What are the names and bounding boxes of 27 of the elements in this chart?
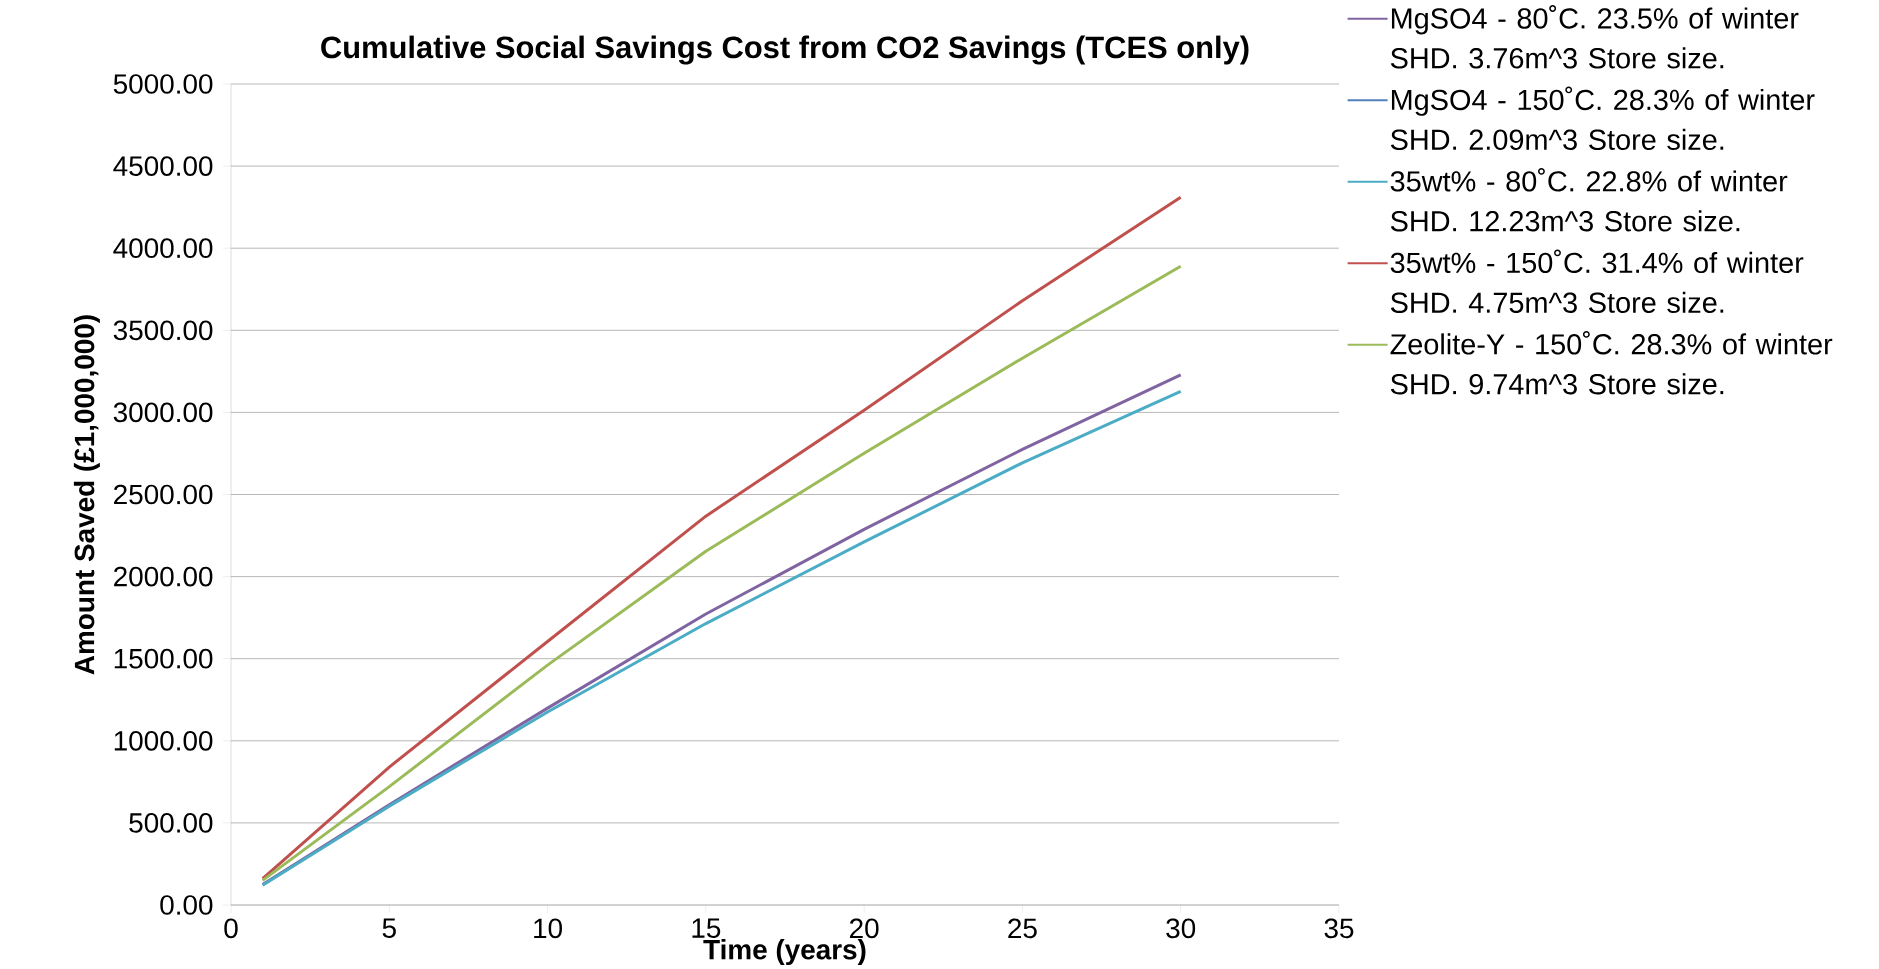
x-tick-label: 20 [850, 918, 879, 939]
legend-label: MgSO4 - 150˚C. 28.3% of winter SHD. 2.09m^3 Store size. [1390, 86, 1815, 150]
x-tick-label: 30 [1166, 918, 1196, 939]
legend-label: 35wt% - 150˚C. 31.4% of winter SHD. 4.75m^3 Store size. [1390, 249, 1804, 313]
y-tick-label: 4500.00 [113, 156, 213, 176]
x-tick-label: 10 [534, 918, 562, 939]
y-tick-label: 0.00 [160, 895, 213, 915]
x-tick-label: 0 [224, 918, 238, 939]
legend-label: 35wt% - 80˚C. 22.8% of winter SHD. 12.23m^3 Store size. [1390, 168, 1788, 232]
y-tick-label: 1000.00 [114, 730, 213, 751]
x-axis-title: Time (years) [703, 939, 866, 966]
y-axis-title: Amount Saved (£1,000,000) [73, 315, 100, 675]
y-tick-label: 2000.00 [114, 566, 213, 587]
x-tick-label: 15 [692, 918, 721, 938]
x-tick-label: 25 [1008, 918, 1037, 939]
y-tick-label: 3000.00 [113, 402, 213, 423]
x-tick-label: 5 [382, 918, 396, 938]
y-tick-label: 5000.00 [113, 74, 213, 94]
chart-title: Cumulative Social Savings Cost from CO2 Savings (TCES only) [321, 35, 1249, 65]
y-tick-label: 3500.00 [113, 320, 213, 341]
x-tick-label: 35 [1324, 918, 1354, 939]
y-tick-label: 1500.00 [114, 648, 213, 669]
y-tick-label: 500.00 [129, 813, 213, 833]
y-tick-label: 2500.00 [114, 484, 213, 505]
legend-label: Zeolite-Y - 150˚C. 28.3% of winter SHD. 9.74m^3 Store size. [1390, 330, 1833, 395]
y-tick-label: 4000.00 [113, 238, 213, 259]
legend-label: MgSO4 - 80˚C. 23.5% of winter SHD. 3.76m^3 Store size. [1390, 5, 1799, 69]
